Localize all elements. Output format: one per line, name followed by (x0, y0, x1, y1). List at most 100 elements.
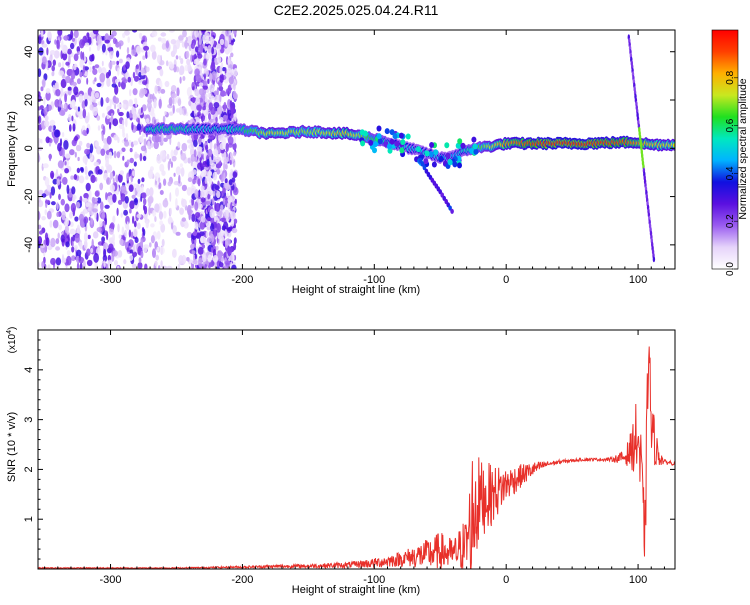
noise-blob (99, 182, 104, 191)
noise-blob (86, 259, 93, 267)
noise-blob (54, 99, 60, 108)
noise-blob (72, 123, 76, 132)
noise-blob (170, 222, 174, 230)
noise-blob (133, 220, 137, 228)
noise-blob (168, 97, 173, 106)
noise-blob (172, 248, 177, 258)
noise-blob (101, 236, 105, 243)
noise-blob (57, 30, 63, 37)
noise-blob (90, 217, 93, 225)
noise-blob (208, 113, 211, 120)
noise-blob (214, 185, 220, 191)
noise-blob (111, 60, 116, 65)
noise-blob (131, 194, 136, 199)
noise-blob (38, 236, 43, 245)
noise-blob (112, 177, 115, 185)
noise-blob (231, 264, 237, 269)
noise-blob (143, 204, 146, 211)
noise-blob (63, 35, 69, 41)
scatter-blob (429, 142, 435, 148)
noise-blob (117, 136, 120, 144)
noise-blob (92, 208, 98, 213)
noise-blob (49, 50, 56, 55)
scatter-blob (376, 133, 382, 140)
noise-blob (52, 219, 59, 229)
noise-blob (181, 184, 187, 192)
noise-blob (145, 118, 150, 124)
scatter-blob (452, 161, 458, 168)
noise-blob (148, 206, 151, 216)
noise-blob (50, 170, 55, 179)
noise-blob (233, 67, 238, 77)
noise-blob (132, 113, 138, 120)
noise-blob (82, 108, 87, 119)
noise-blob (60, 198, 65, 206)
noise-blob (161, 133, 164, 143)
noise-blob (223, 161, 226, 172)
noise-blob (141, 104, 147, 112)
colorbar-tick-label: 0.6 (725, 118, 736, 132)
spectrogram-frame (37, 29, 676, 270)
noise-blob (38, 262, 41, 268)
noise-blob (224, 40, 229, 47)
noise-blob (178, 174, 181, 184)
noise-blob (128, 100, 134, 107)
noise-blob (82, 197, 89, 203)
noise-blob (92, 102, 98, 108)
noise-blob (140, 67, 145, 76)
noise-blob (200, 197, 206, 203)
x-tick-label: 0 (503, 274, 509, 286)
noise-blob (97, 169, 103, 175)
noise-blob (230, 202, 233, 212)
noise-blob (44, 115, 49, 121)
noise-blob (101, 60, 104, 67)
x-tick-label: 0 (503, 574, 509, 586)
noise-blob (96, 34, 102, 45)
noise-blob (138, 71, 142, 78)
noise-blob (181, 41, 185, 48)
noise-blob (159, 163, 165, 172)
colorbar-label: Normalized spectral amplitude (737, 78, 749, 219)
noise-blob (84, 148, 90, 155)
noise-blob (153, 98, 157, 109)
noise-blob (71, 99, 76, 108)
noise-blob (61, 132, 65, 138)
noise-blob (106, 135, 112, 145)
colorbar-tick-label: 0.0 (725, 262, 736, 276)
noise-blob (105, 157, 110, 167)
noise-blob (114, 260, 118, 266)
noise-blob (96, 145, 102, 155)
noise-blob (79, 241, 83, 250)
noise-blob (149, 187, 154, 197)
noise-blob (122, 103, 127, 109)
noise-blob (226, 192, 229, 198)
noise-blob (126, 159, 130, 165)
noise-blob (205, 222, 211, 228)
noise-blob (158, 98, 162, 109)
noise-blob (170, 39, 177, 45)
noise-blob (64, 93, 67, 103)
noise-blob (195, 46, 199, 53)
colorbar-gradient (712, 30, 738, 269)
noise-blob (132, 215, 135, 224)
noise-blob (213, 90, 218, 96)
noise-blob (93, 161, 100, 167)
noise-blob (137, 178, 141, 184)
noise-blob (100, 201, 104, 211)
noise-blob (134, 197, 139, 206)
noise-blob (108, 243, 114, 252)
noise-blob (71, 240, 74, 247)
noise-blob (232, 171, 238, 179)
noise-blob (201, 253, 207, 262)
noise-blob (103, 242, 109, 250)
noise-blob (73, 86, 79, 96)
noise-blob (230, 187, 233, 196)
noise-blob (218, 86, 224, 92)
noise-blob (62, 52, 68, 61)
noise-blob (164, 80, 170, 88)
noise-blob (230, 168, 233, 173)
noise-blob (56, 39, 60, 49)
scatter-blob (394, 140, 400, 147)
noise-blob (209, 208, 215, 219)
noise-blob (61, 210, 66, 221)
